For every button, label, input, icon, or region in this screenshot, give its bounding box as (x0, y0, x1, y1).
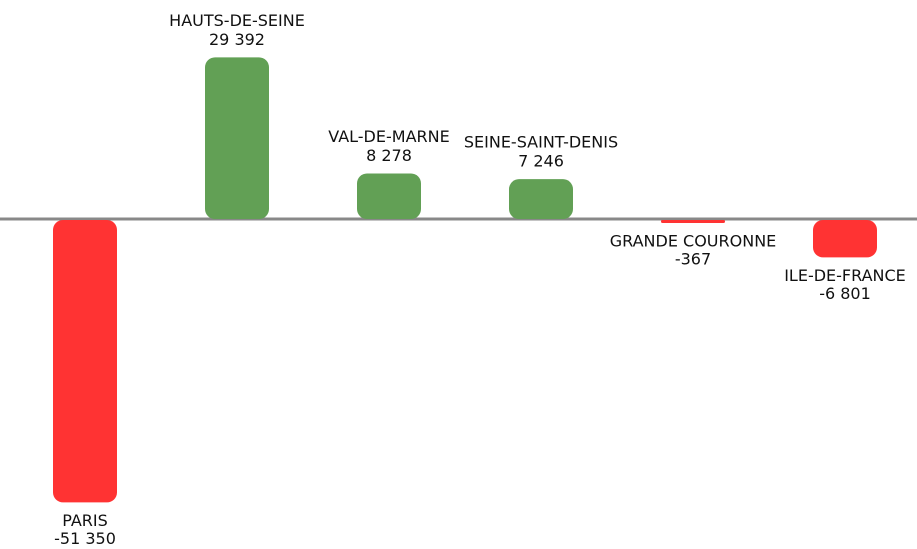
value-label: 8 278 (366, 146, 412, 165)
value-label: -367 (675, 250, 711, 269)
bar (509, 179, 573, 219)
bar-name: ILE-DE-FRANCE (784, 266, 906, 285)
bar-name: HAUTS-DE-SEINE (169, 11, 305, 30)
value-label: -51 350 (54, 529, 116, 548)
bar (205, 57, 269, 220)
bar (53, 220, 117, 503)
bar-name: SEINE-SAINT-DENIS (464, 133, 618, 152)
bar (661, 220, 725, 223)
value-label: 7 246 (518, 152, 564, 171)
bar-name: GRANDE COURONNE (610, 232, 777, 251)
bar-name: PARIS (62, 511, 108, 530)
value-label: 29 392 (209, 30, 265, 49)
bar (357, 173, 421, 219)
value-label: -6 801 (819, 284, 871, 303)
bar (813, 220, 877, 258)
bar-name: VAL-DE-MARNE (328, 127, 449, 146)
